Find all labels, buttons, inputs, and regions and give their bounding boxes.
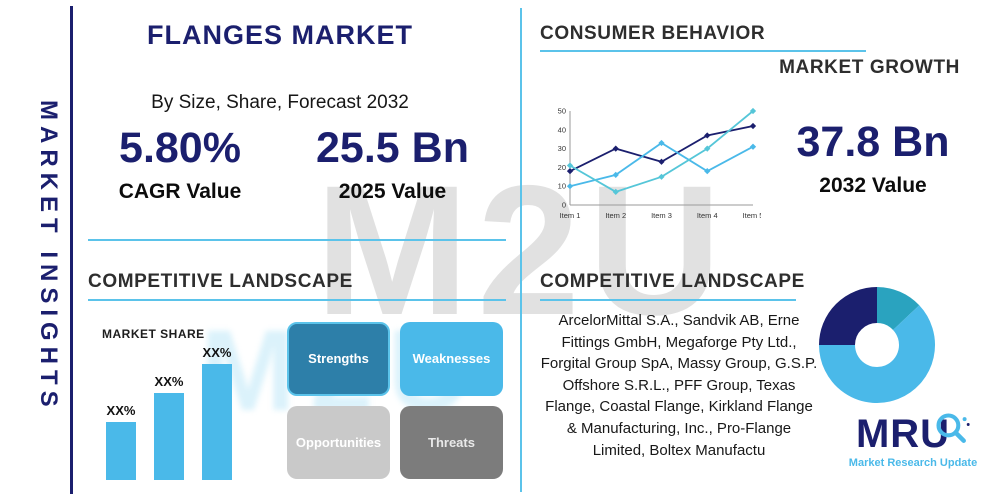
- heading-underline-cl-left: [88, 299, 506, 301]
- page-title: FLANGES MARKET: [147, 20, 413, 50]
- swot-strengths-label: Strengths: [308, 351, 369, 367]
- brand-logo: MRU Market Research Update: [828, 412, 998, 469]
- market-share-bar: XX%: [106, 403, 136, 480]
- market-share-donut-chart: [819, 287, 935, 403]
- stat-2032-value: 37.8 Bn 2032 Value: [783, 118, 963, 198]
- section-heading-market-growth: MARKET GROWTH: [779, 57, 960, 78]
- stat-cagr-label: CAGR Value: [118, 180, 242, 204]
- svg-text:40: 40: [558, 125, 566, 134]
- swot-weaknesses: Weaknesses: [400, 322, 503, 396]
- svg-text:Item 5: Item 5: [743, 211, 761, 220]
- svg-text:Item 1: Item 1: [560, 211, 581, 220]
- heading-underline-consumer: [540, 50, 866, 52]
- svg-text:0: 0: [562, 201, 566, 210]
- svg-text:Item 2: Item 2: [605, 211, 626, 220]
- swot-threats: Threats: [400, 405, 503, 479]
- logo-text: MRU: [855, 412, 951, 456]
- svg-text:10: 10: [558, 182, 566, 191]
- svg-text:50: 50: [558, 107, 566, 116]
- bar-value-label: XX%: [154, 374, 184, 389]
- market-growth-line-chart: 0 10 20 30 40 50 Item 1 Item 2 Item 3 Item 4 Item …: [558, 107, 761, 221]
- heading-underline-cl-right: [540, 299, 796, 301]
- swot-threats-label: Threats: [428, 434, 475, 450]
- bar-value-label: XX%: [106, 403, 136, 418]
- svg-text:Item 3: Item 3: [651, 211, 672, 220]
- stat-2032-value-number: 37.8 Bn: [796, 118, 950, 166]
- section-heading-competitive-landscape-right: COMPETITIVE LANDSCAPE: [540, 271, 805, 292]
- market-share-bar: XX%: [202, 345, 232, 480]
- section-heading-consumer-behavior: CONSUMER BEHAVIOR: [540, 23, 766, 44]
- stat-cagr-value: 5.80%: [119, 124, 241, 172]
- sidebar-divider-line: [70, 6, 73, 494]
- stat-2025-value-number: 25.5 Bn: [316, 124, 469, 172]
- market-share-bar: XX%: [154, 374, 184, 480]
- stat-2025-value-label: 2025 Value: [338, 180, 447, 204]
- swot-grid: Strengths Weaknesses Opportunities Threa…: [287, 322, 503, 479]
- sidebar-vertical-title: MARKET INSIGHTS: [35, 99, 62, 413]
- watermark-text: M2U: [315, 148, 730, 354]
- swot-strengths: Strengths: [287, 322, 390, 396]
- svg-text:20: 20: [558, 163, 566, 172]
- market-share-label: MARKET SHARE: [102, 327, 205, 341]
- stat-2032-value-label: 2032 Value: [819, 174, 927, 198]
- magnifier-icon: [936, 412, 970, 443]
- companies-list: ArcelorMittal S.A., Sandvik AB, Erne Fit…: [540, 312, 818, 459]
- swot-opportunities: Opportunities: [287, 405, 390, 479]
- page-subtitle: By Size, Share, Forecast 2032: [151, 92, 409, 113]
- market-share-bar-chart: XX% XX% XX%: [106, 342, 232, 480]
- vertical-divider-center: [520, 8, 522, 492]
- stat-cagr: 5.80% CAGR Value: [95, 124, 265, 204]
- svg-text:Item 4: Item 4: [697, 211, 718, 220]
- svg-text:30: 30: [558, 144, 566, 153]
- swot-opportunities-label: Opportunities: [295, 434, 382, 450]
- section-heading-competitive-landscape-left: COMPETITIVE LANDSCAPE: [88, 271, 353, 292]
- horizontal-divider-left: [88, 239, 506, 241]
- stat-2025-value: 25.5 Bn 2025 Value: [300, 124, 485, 204]
- swot-weaknesses-label: Weaknesses: [412, 351, 491, 367]
- logo-tagline: Market Research Update: [848, 457, 978, 469]
- bar-value-label: XX%: [202, 345, 232, 360]
